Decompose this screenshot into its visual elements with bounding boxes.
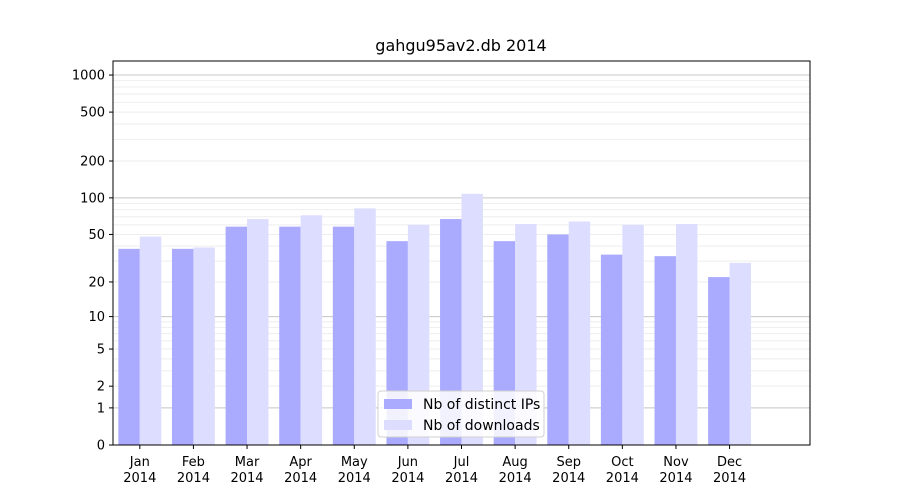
x-tick-label-month: Nov xyxy=(663,455,689,470)
bar-distinct-ips-nov xyxy=(654,256,676,445)
bar-downloads-jul xyxy=(461,193,483,445)
x-tick-label-year: 2014 xyxy=(391,471,424,486)
x-tick-label-month: Dec xyxy=(717,455,742,470)
x-tick-label-year: 2014 xyxy=(445,471,478,486)
x-tick-label-year: 2014 xyxy=(713,471,746,486)
legend-swatch xyxy=(384,399,412,409)
bar-downloads-mar xyxy=(247,219,269,445)
bar-distinct-ips-mar xyxy=(225,226,248,445)
x-tick-label-month: Feb xyxy=(182,455,205,470)
x-tick-label-year: 2014 xyxy=(177,471,210,486)
bar-downloads-jan xyxy=(139,236,162,445)
x-tick-label-month: Apr xyxy=(289,455,312,470)
bar-downloads-nov xyxy=(675,223,698,445)
x-tick-label-month: Sep xyxy=(556,455,581,470)
y-axis: 0 1 2 5 10 20 50 100 200 500 1000 xyxy=(72,69,113,454)
bar-downloads-oct xyxy=(622,224,644,445)
bar-distinct-ips-dec xyxy=(708,277,730,445)
bar-distinct-ips-sep xyxy=(547,234,569,445)
chart-title: gahgu95av2.db 2014 xyxy=(375,36,546,55)
x-tick-label-month: Mar xyxy=(235,455,260,470)
legend-label: Nb of distinct IPs xyxy=(423,397,540,413)
bar-downloads-jun xyxy=(407,224,430,445)
y-tick-label: 5 xyxy=(97,343,105,358)
bar-downloads-dec xyxy=(729,262,752,445)
bar-downloads-aug xyxy=(515,223,537,445)
y-tick-label: 50 xyxy=(88,228,105,243)
x-tick-label-month: May xyxy=(341,455,368,470)
x-tick-label-year: 2014 xyxy=(606,471,639,486)
x-tick-label-year: 2014 xyxy=(338,471,371,486)
x-tick-label-month: Oct xyxy=(611,455,633,470)
y-tick-label: 1000 xyxy=(72,69,105,84)
y-tick-label: 0 xyxy=(97,439,105,454)
x-tick-label-year: 2014 xyxy=(499,471,532,486)
legend-label: Nb of downloads xyxy=(423,418,540,434)
x-tick-label-year: 2014 xyxy=(284,471,317,486)
y-tick-label: 10 xyxy=(88,310,105,325)
y-tick-label: 2 xyxy=(97,380,105,395)
x-tick-label-month: Aug xyxy=(502,455,527,470)
bar-distinct-ips-may xyxy=(332,226,355,445)
bar-distinct-ips-jul xyxy=(440,219,462,445)
bar-downloads-may xyxy=(354,208,376,445)
x-tick-label-year: 2014 xyxy=(230,471,263,486)
bar-distinct-ips-apr xyxy=(279,226,301,445)
legend-swatch xyxy=(384,420,412,430)
legend: Nb of distinct IPs Nb of downloads xyxy=(377,390,545,438)
bar-downloads-sep xyxy=(568,221,591,445)
bar-distinct-ips-feb xyxy=(171,248,194,445)
y-tick-label: 20 xyxy=(88,275,105,290)
bar-downloads-feb xyxy=(193,247,215,445)
bar-distinct-ips-jan xyxy=(118,248,140,445)
bar-distinct-ips-oct xyxy=(600,254,623,445)
y-tick-label: 1 xyxy=(97,401,105,416)
x-tick-label-month: Jun xyxy=(397,455,418,470)
legend-box xyxy=(377,390,545,438)
bar-downloads-apr xyxy=(300,215,323,445)
x-tick-label-month: Jan xyxy=(129,455,150,470)
x-tick-label-year: 2014 xyxy=(552,471,585,486)
y-tick-label: 200 xyxy=(80,155,105,170)
x-tick-label-year: 2014 xyxy=(123,471,156,486)
y-tick-label: 100 xyxy=(80,191,105,206)
x-axis: Jan2014Feb2014Mar2014Apr2014May2014Jun20… xyxy=(123,445,746,486)
x-tick-label-month: Jul xyxy=(453,455,470,470)
x-tick-label-year: 2014 xyxy=(659,471,692,486)
y-tick-label: 500 xyxy=(80,106,105,121)
